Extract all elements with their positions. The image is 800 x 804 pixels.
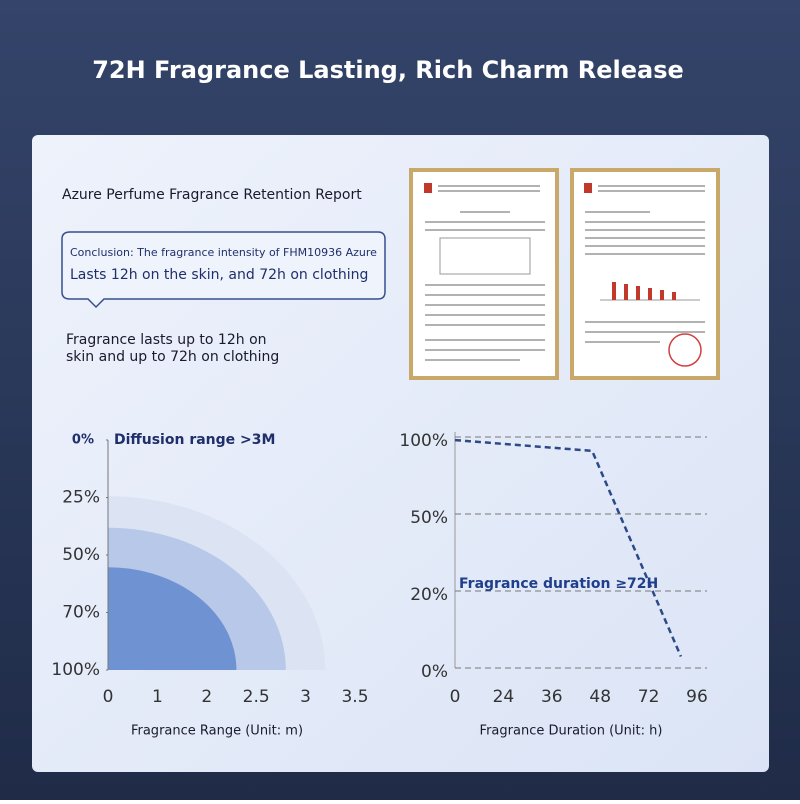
y-tick-label: 50% [410, 508, 448, 528]
x-tick-label: 1 [152, 687, 163, 707]
y-tick-label: 0% [421, 662, 448, 682]
page-title: 72H Fragrance Lasting, Rich Charm Releas… [92, 56, 684, 84]
chart-annotation: Fragrance duration ≥72H [459, 576, 658, 592]
x-tick-label: 0 [103, 687, 114, 707]
certificate [570, 168, 720, 380]
x-tick-label: 72 [638, 687, 660, 707]
y-tick-label: 100% [399, 431, 448, 451]
x-axis-title: Fragrance Duration (Unit: h) [480, 724, 663, 739]
x-tick-label: 36 [541, 687, 563, 707]
y-tick-label: 20% [410, 585, 448, 605]
x-tick-label: 3 [300, 687, 311, 707]
diffusion-ring [108, 567, 237, 670]
fragrance-line [454, 438, 683, 657]
certificate [409, 168, 559, 380]
summary-line: skin and up to 72h on clothing [66, 349, 279, 365]
y-tick-label: 50% [62, 545, 100, 565]
x-tick-label: 2 [201, 687, 212, 707]
summary-line: Fragrance lasts up to 12h on [66, 332, 267, 348]
x-tick-label: 2.5 [243, 687, 270, 707]
chart-annotation: Diffusion range >3M [114, 432, 275, 448]
x-tick-label: 3.5 [341, 687, 368, 707]
conclusion-line: Lasts 12h on the skin, and 72h on clothi… [70, 267, 368, 283]
y-tick-label: 0% [72, 433, 94, 448]
x-tick-label: 24 [493, 687, 515, 707]
speech-bubble [61, 231, 386, 309]
x-tick-label: 96 [686, 687, 708, 707]
y-tick-label: 25% [62, 488, 100, 508]
report-title: Azure Perfume Fragrance Retention Report [62, 187, 362, 203]
y-tick-label: 70% [62, 603, 100, 623]
x-tick-label: 0 [450, 687, 461, 707]
x-axis-title: Fragrance Range (Unit: m) [131, 724, 303, 739]
y-tick-label: 100% [51, 660, 100, 680]
conclusion-line: Conclusion: The fragrance intensity of F… [70, 246, 377, 259]
x-tick-label: 48 [589, 687, 611, 707]
